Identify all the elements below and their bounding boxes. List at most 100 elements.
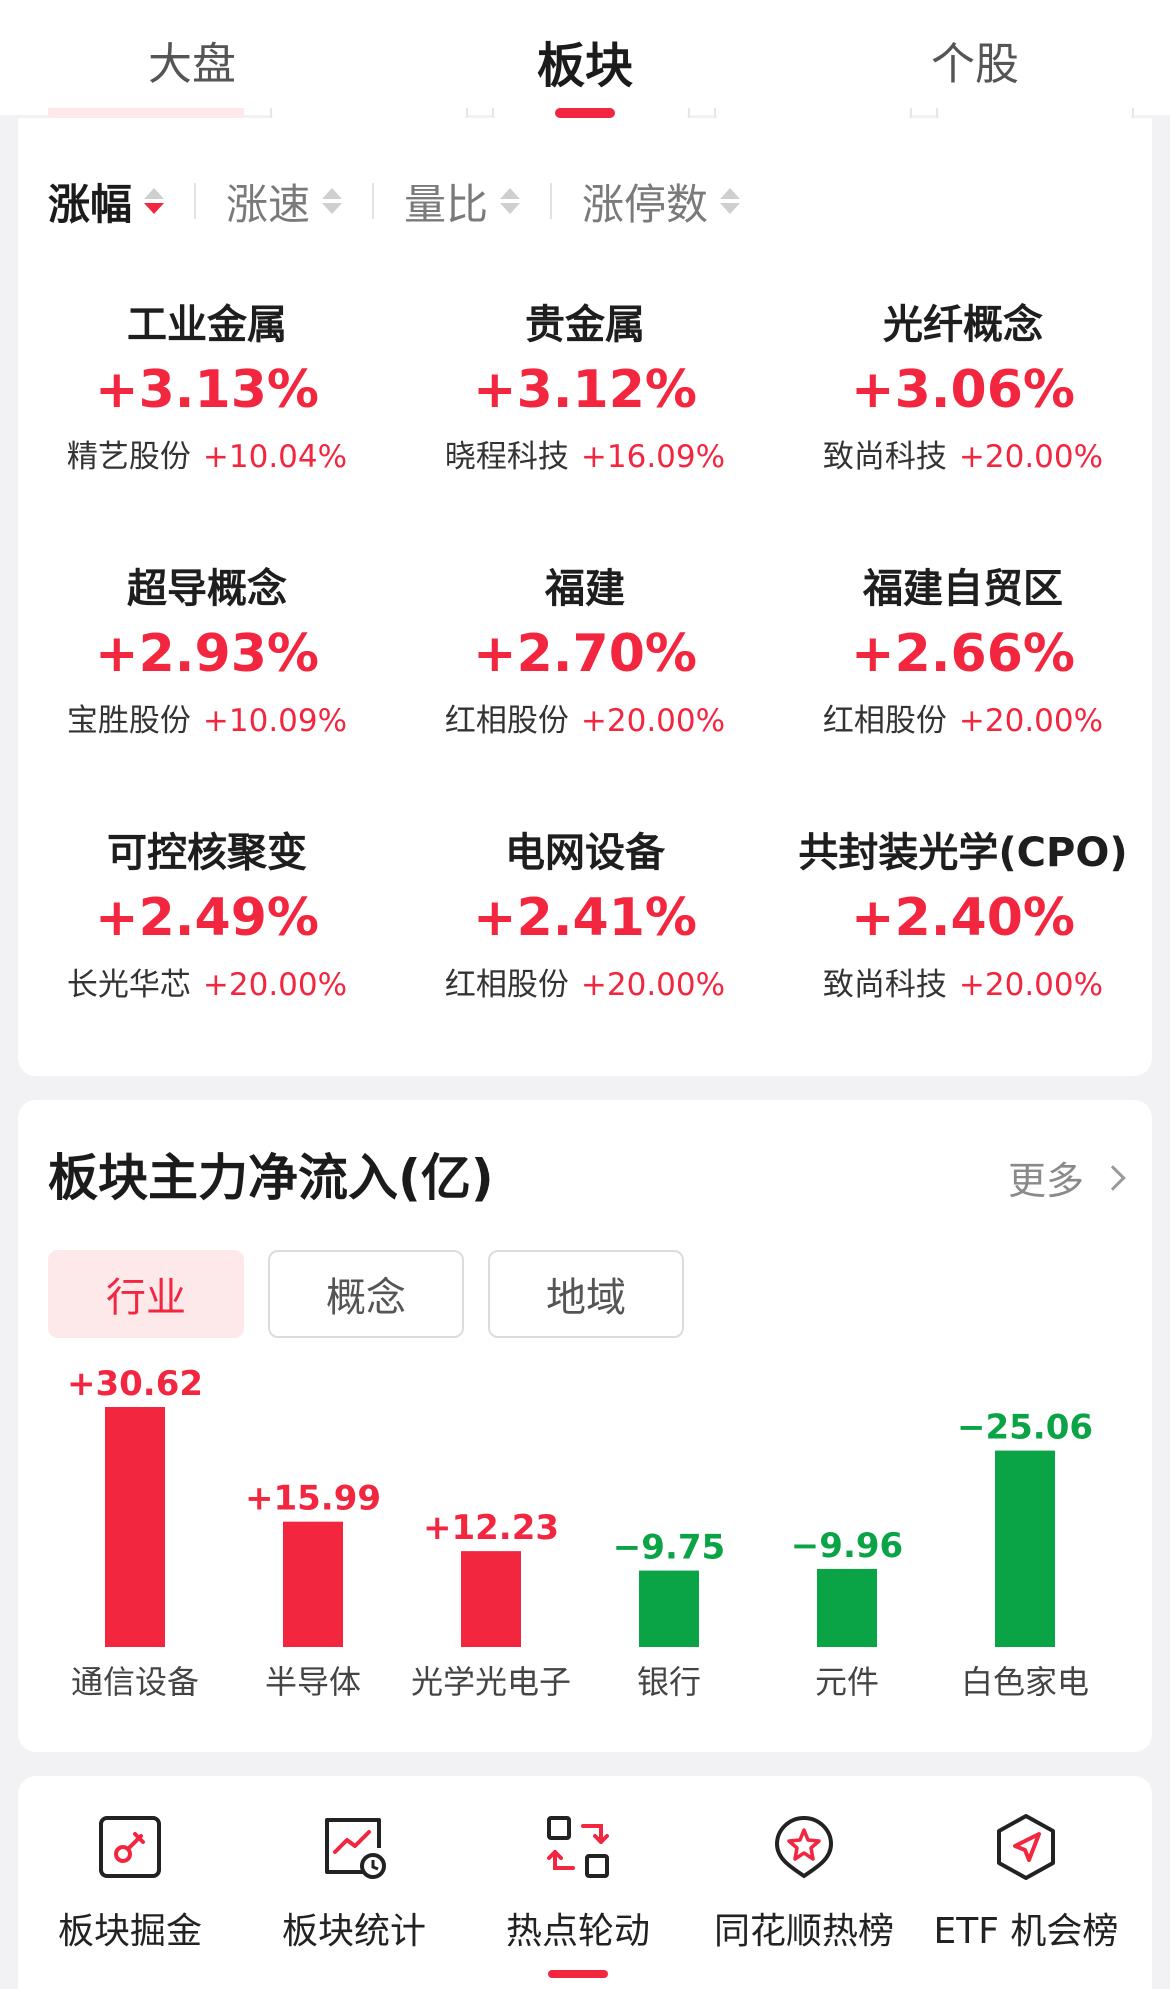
tab-stock[interactable]: 个股 — [931, 39, 1019, 90]
etf-navigation-icon — [997, 1814, 1055, 1880]
leading-stock-change: +16.09% — [580, 439, 726, 475]
leading-stock-change: +20.00% — [580, 967, 726, 1003]
leading-stock-name: 红相股份 — [822, 703, 947, 739]
capital-flow-title: 板块主力净流入(亿) — [48, 1149, 494, 1207]
leading-stock-change: +20.00% — [580, 703, 726, 739]
capital-flow-chart: +30.62 通信设备 +15.99 半导体 +12.23 光学光电子 −9.75 银行 −9.… — [67, 1365, 1093, 1701]
bar-5[interactable] — [995, 1450, 1055, 1647]
bar-1[interactable] — [283, 1521, 343, 1647]
sort-label: 涨速 — [226, 179, 311, 229]
more-label: 更多 — [1007, 1159, 1084, 1203]
capital-flow-card: 板块主力净流入(亿) 更多 行业 概念 地域 +30.62 通信设备 +15.99 半… — [18, 1100, 1152, 1752]
leading-stock-change: +10.04% — [202, 439, 348, 475]
bar-category-label: 通信设备 — [71, 1663, 199, 1701]
sort-by-limit-up-count[interactable]: 涨停数 — [582, 171, 741, 232]
sort-arrows-icon — [500, 188, 521, 214]
divider — [372, 183, 375, 219]
bar-0[interactable] — [105, 1407, 165, 1647]
leading-stock-name: 晓程科技 — [444, 439, 569, 475]
bar-category-label: 半导体 — [265, 1663, 361, 1701]
tab-sector[interactable]: 板块 — [536, 38, 634, 94]
active-tool-indicator — [548, 1970, 608, 1978]
sector-cell[interactable]: 共封装光学(CPO) +2.40% 致尚科技 +20.00% — [774, 826, 1152, 1010]
stats-clock-icon — [325, 1818, 386, 1879]
tool-label: 热点轮动 — [505, 1911, 650, 1952]
tool-label: ETF 机会榜 — [933, 1911, 1119, 1952]
tool-hot-rank[interactable]: 同花顺热榜 — [689, 1812, 919, 1954]
tool-sector-stats[interactable]: 板块统计 — [239, 1812, 469, 1954]
tool-label: 板块掘金 — [57, 1911, 202, 1952]
sort-label: 量比 — [404, 179, 489, 229]
sector-name: 工业金属 — [127, 302, 287, 348]
bar-4[interactable] — [817, 1568, 877, 1647]
sector-name: 福建自贸区 — [863, 566, 1063, 612]
sort-by-speed[interactable]: 涨速 — [226, 171, 343, 232]
sector-change: +2.41% — [473, 888, 697, 948]
sector-change: +3.13% — [95, 360, 319, 420]
sector-name: 超导概念 — [127, 566, 287, 612]
rotation-icon — [547, 1816, 609, 1878]
sector-cell[interactable]: 工业金属 +3.13% 精艺股份 +10.04% — [18, 298, 396, 482]
sort-label: 涨停数 — [582, 179, 709, 229]
leading-stock-name: 致尚科技 — [822, 967, 947, 1003]
tool-etf-opportunity[interactable]: ETF 机会榜 — [911, 1812, 1141, 1954]
sort-bar: 涨幅 涨速 量比 涨停数 — [48, 176, 741, 229]
sort-by-gain[interactable]: 涨幅 — [48, 171, 165, 232]
flow-segment-control: 行业 概念 地域 — [48, 1250, 684, 1338]
leading-stock-change: +20.00% — [958, 439, 1104, 475]
segment-concept[interactable]: 概念 — [268, 1250, 464, 1338]
sector-name: 福建 — [545, 566, 625, 612]
segment-region[interactable]: 地域 — [488, 1250, 684, 1338]
leading-stock-change: +20.00% — [958, 967, 1104, 1003]
sector-change: +3.06% — [851, 360, 1075, 420]
sort-arrows-icon — [720, 188, 741, 214]
sector-cell[interactable]: 光纤概念 +3.06% 致尚科技 +20.00% — [774, 298, 1152, 482]
sector-cell[interactable]: 超导概念 +2.93% 宝胜股份 +10.09% — [18, 562, 396, 746]
sector-name: 可控核聚变 — [107, 830, 307, 876]
tool-label: 同花顺热榜 — [713, 1911, 894, 1952]
leading-stock-name: 红相股份 — [444, 703, 569, 739]
top-tab-bar: 大盘 板块 个股 — [0, 0, 1170, 128]
leading-stock-name: 红相股份 — [444, 967, 569, 1003]
leading-stock-name: 致尚科技 — [822, 439, 947, 475]
sort-by-volume-ratio[interactable]: 量比 — [404, 171, 521, 232]
bar-value-label: −25.06 — [957, 1408, 1093, 1448]
sort-label: 涨幅 — [48, 179, 133, 229]
dig-gold-icon — [99, 1816, 161, 1878]
bar-value-label: +12.23 — [423, 1508, 559, 1548]
more-link[interactable]: 更多 — [1007, 1150, 1126, 1205]
sector-cell[interactable]: 福建 +2.70% 红相股份 +20.00% — [396, 562, 774, 746]
bar-category-label: 白色家电 — [961, 1663, 1089, 1701]
segment-industry[interactable]: 行业 — [48, 1250, 244, 1338]
sector-cell[interactable]: 电网设备 +2.41% 红相股份 +20.00% — [396, 826, 774, 1010]
leading-stock: 长光华芯 +20.00% — [18, 960, 396, 1010]
sector-cell[interactable]: 贵金属 +3.12% 晓程科技 +16.09% — [396, 298, 774, 482]
leading-stock: 致尚科技 +20.00% — [774, 432, 1152, 482]
sector-name: 光纤概念 — [883, 302, 1043, 348]
sector-gain-card: 涨幅 涨速 量比 涨停数 工业金属 +3.13% 精艺股 — [18, 118, 1152, 1076]
sector-change: +2.40% — [851, 888, 1075, 948]
hot-rank-icon — [774, 1815, 834, 1879]
sector-cell[interactable]: 福建自贸区 +2.66% 红相股份 +20.00% — [774, 562, 1152, 746]
leading-stock-change: +10.09% — [202, 703, 348, 739]
sector-change: +2.93% — [95, 624, 319, 684]
leading-stock: 精艺股份 +10.04% — [18, 432, 396, 482]
sector-cell[interactable]: 可控核聚变 +2.49% 长光华芯 +20.00% — [18, 826, 396, 1010]
tab-market[interactable]: 大盘 — [148, 39, 236, 90]
bar-2[interactable] — [461, 1551, 521, 1647]
tool-hot-rotation[interactable]: 热点轮动 — [463, 1812, 693, 1954]
bar-3[interactable] — [639, 1570, 699, 1647]
divider — [550, 183, 553, 219]
leading-stock: 晓程科技 +16.09% — [396, 432, 774, 482]
sector-change: +3.12% — [473, 360, 697, 420]
sector-name: 共封装光学(CPO) — [798, 830, 1128, 876]
bar-category-label: 光学光电子 — [411, 1663, 571, 1701]
sector-change: +2.70% — [473, 624, 697, 684]
tool-sector-dig[interactable]: 板块掘金 — [15, 1812, 245, 1954]
leading-stock-change: +20.00% — [202, 967, 348, 1003]
bar-value-label: +15.99 — [245, 1479, 381, 1519]
leading-stock: 红相股份 +20.00% — [396, 960, 774, 1010]
sector-change: +2.66% — [851, 624, 1075, 684]
sector-change: +2.49% — [95, 888, 319, 948]
leading-stock-name: 精艺股份 — [66, 439, 191, 475]
